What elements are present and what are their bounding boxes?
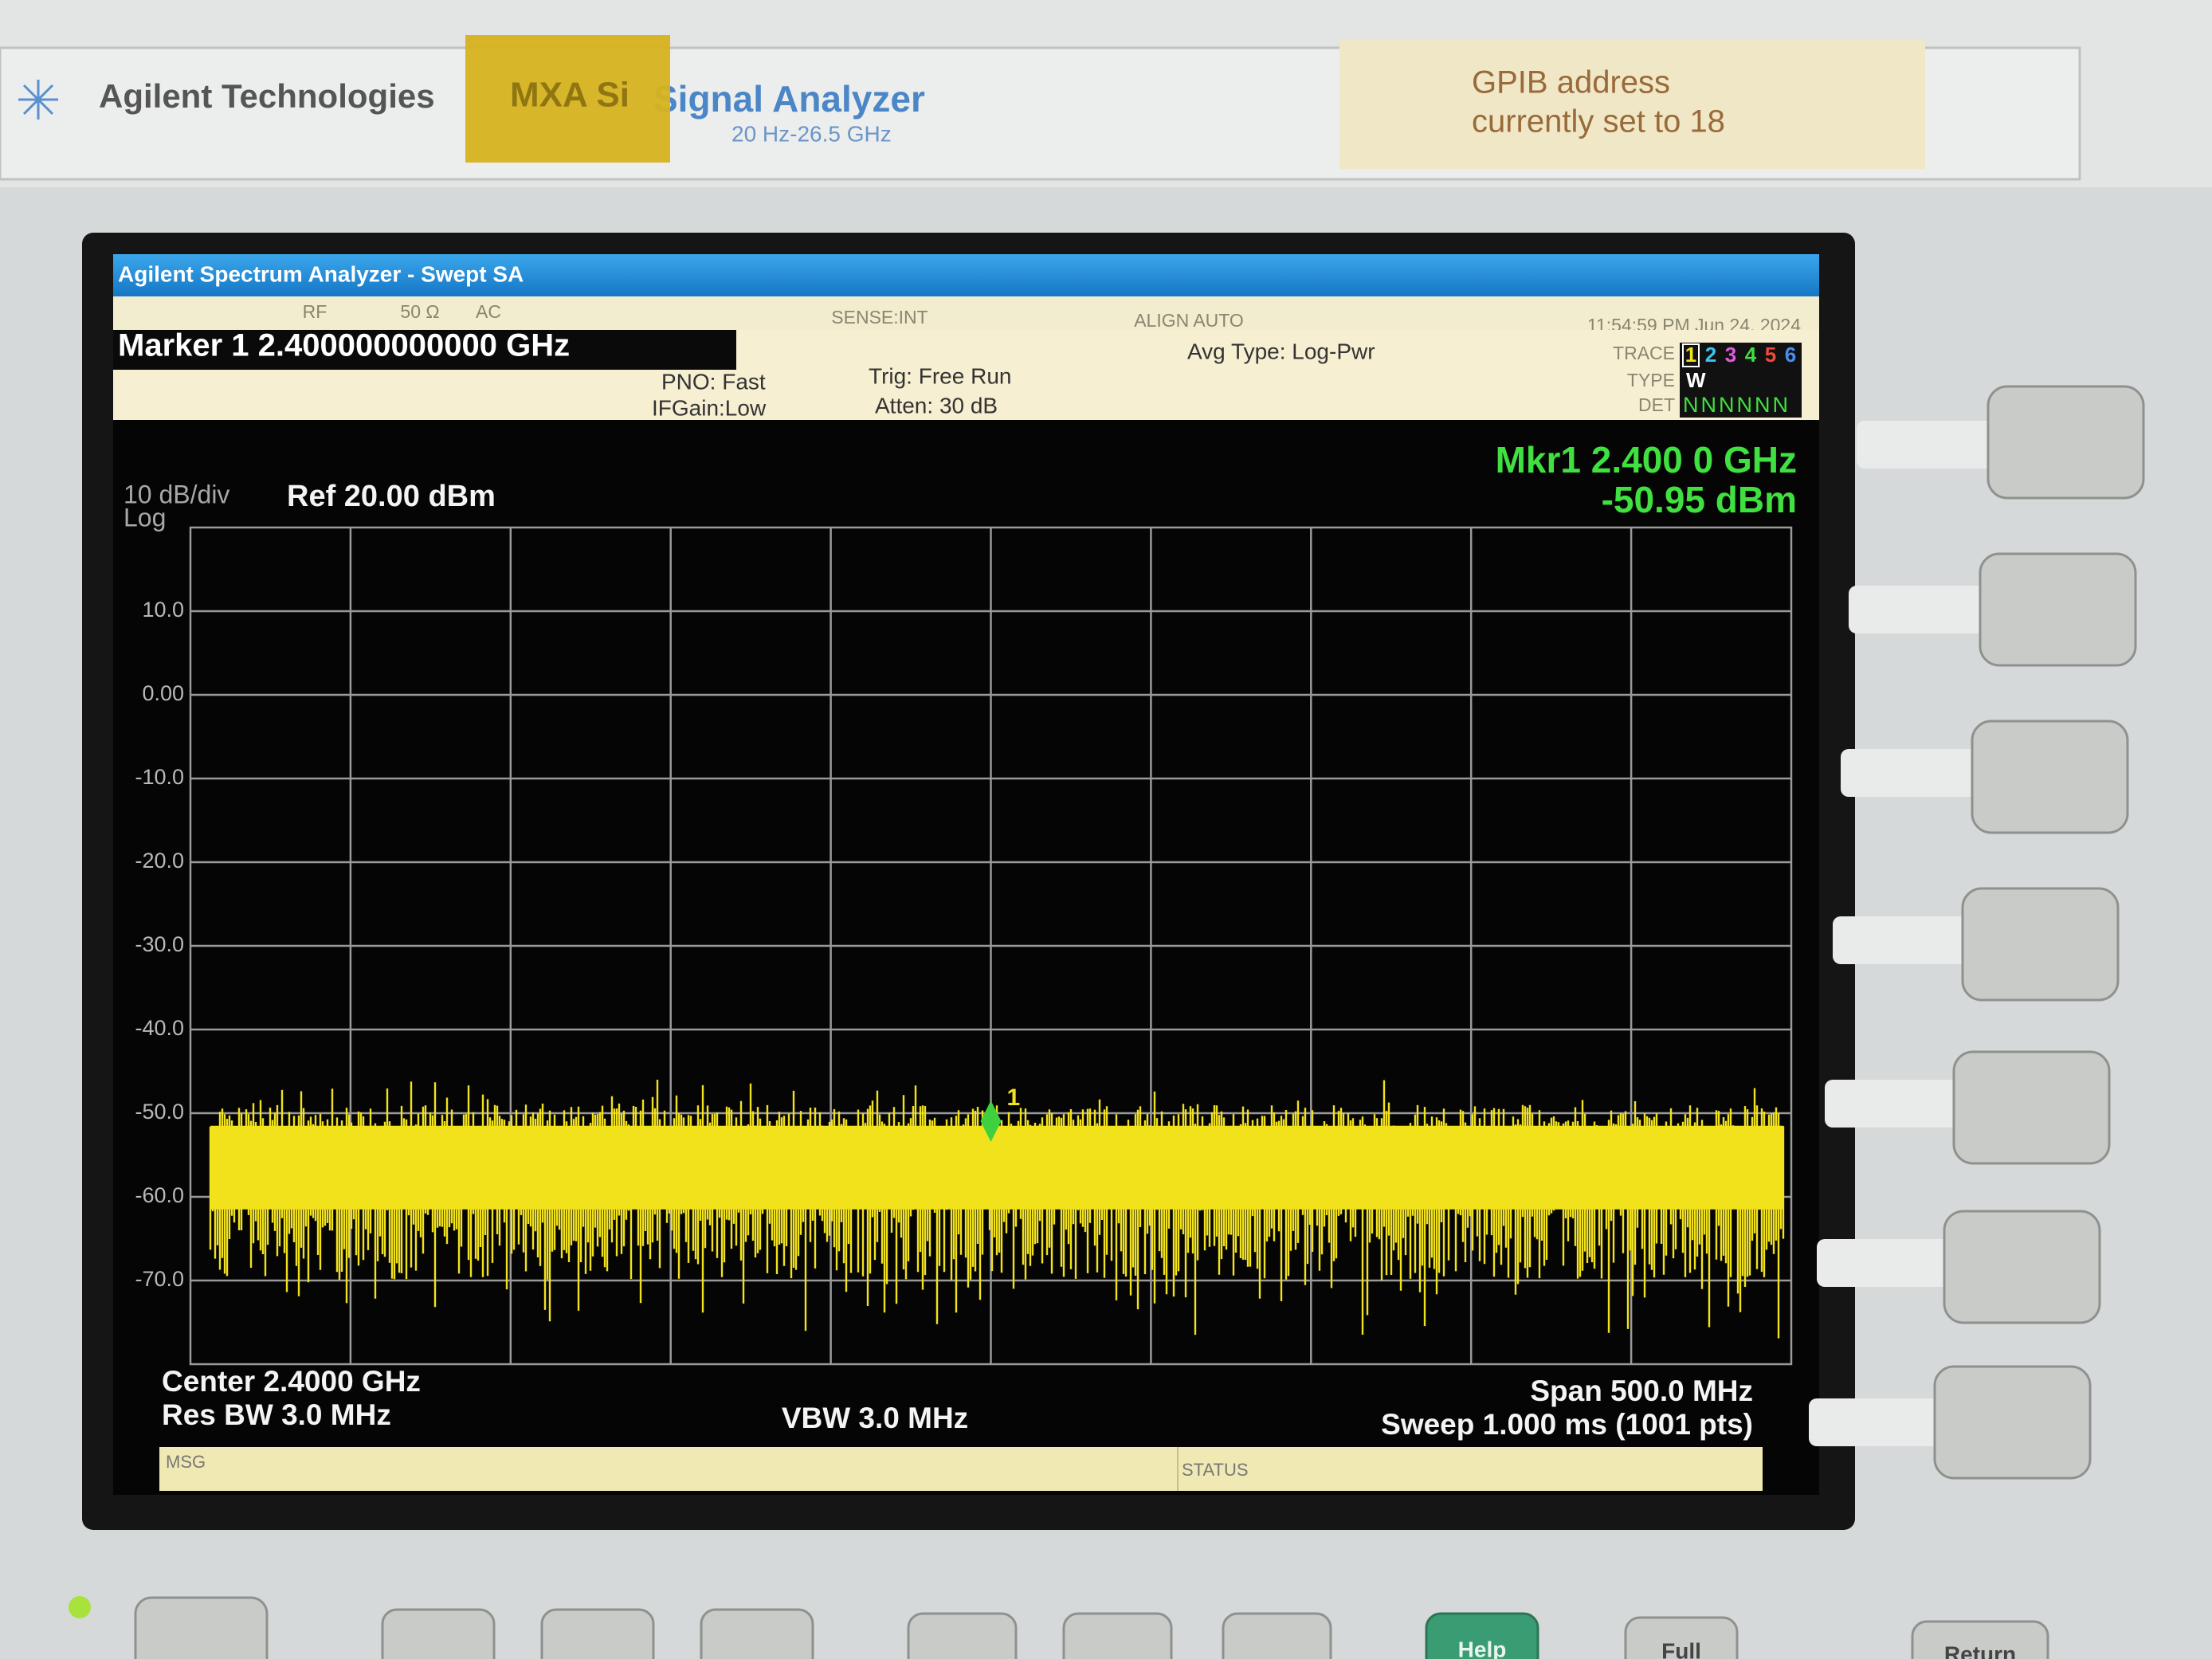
softkey-ledge (1825, 1080, 1968, 1128)
y-tick-label: 0.00 (142, 681, 184, 705)
y-tick-label: -10.0 (135, 765, 184, 789)
trace-number: 2 (1705, 343, 1716, 367)
marker-amplitude: -50.95 dBm (1602, 479, 1797, 520)
key[interactable] (907, 1612, 1018, 1659)
trace-number: 3 (1725, 343, 1736, 367)
softkey-ledge (1841, 749, 1984, 797)
gpib-line: currently set to 18 (1472, 104, 1725, 139)
full-key[interactable] (1624, 1616, 1739, 1659)
y-tick-label: -30.0 (135, 932, 184, 956)
y-tick-label: -70.0 (135, 1267, 184, 1291)
gpib-line: GPIB address (1472, 65, 1670, 100)
sticker-text: MXA Si (510, 76, 629, 115)
softkey[interactable] (1943, 1210, 2101, 1324)
softkey-ledge (1817, 1239, 1960, 1287)
trig: Trig: Free Run (869, 363, 1011, 388)
softkey[interactable] (1961, 887, 2120, 1002)
type-label: TYPE (1627, 370, 1675, 390)
key[interactable] (1062, 1612, 1173, 1659)
tape-sticker (465, 35, 670, 163)
graticule: 10.0 0.00 -10.0 -20.0 -30.0 -40.0 -50.0 -60.0 -7… (135, 526, 1793, 1366)
softkey-ledge (1849, 586, 1992, 633)
trace-number: 6 (1785, 343, 1796, 367)
softkey[interactable] (1952, 1050, 2111, 1165)
key[interactable] (700, 1608, 814, 1659)
softkey[interactable] (1971, 720, 2129, 834)
power-key[interactable] (134, 1596, 269, 1659)
det-values: NNNNNN (1683, 393, 1790, 417)
display (113, 254, 1819, 1495)
softkey[interactable] (1986, 385, 2145, 500)
trace-number: 5 (1765, 343, 1776, 367)
status-label: STATUS (1182, 1460, 1249, 1480)
help-key[interactable] (1425, 1612, 1539, 1659)
status-row (113, 296, 1819, 330)
y-tick-label: -20.0 (135, 849, 184, 873)
reference-level: Ref 20.00 dBm (287, 480, 496, 513)
status-impedance: 50 Ω (400, 301, 439, 322)
y-tick-label: -50.0 (135, 1100, 184, 1124)
center-frequency: Center 2.4000 GHz (162, 1365, 421, 1398)
marker-box (113, 330, 736, 370)
softkey[interactable] (1979, 552, 2137, 667)
marker (980, 1100, 1002, 1142)
logo (18, 80, 58, 120)
gpib-sticker (1339, 40, 1925, 169)
brand: Agilent Technologies (99, 77, 435, 115)
msg-label: MSG (166, 1452, 206, 1472)
softkey-ledge (1833, 916, 1976, 964)
softkeys (1809, 385, 2145, 1480)
power-led (69, 1596, 91, 1618)
return-key[interactable] (1911, 1620, 2049, 1659)
softkey-ledge (1857, 421, 2000, 469)
key[interactable] (381, 1608, 496, 1659)
trace-block (1680, 343, 1802, 418)
span: Span 500.0 MHz (1530, 1375, 1753, 1407)
marker-frequency: Mkr1 2.400 0 GHz (1496, 439, 1797, 480)
trace-noise (209, 1080, 1785, 1339)
det-label: DET (1638, 394, 1675, 415)
pno: PNO: Fast (661, 369, 766, 394)
status-align: ALIGN AUTO (1134, 310, 1244, 331)
softkey[interactable] (1933, 1365, 2092, 1480)
avg-type: Avg Type: Log-Pwr (1187, 339, 1375, 363)
trace-number: 1 (1685, 343, 1696, 367)
video-bandwidth: VBW 3.0 MHz (782, 1402, 968, 1434)
title-bar (113, 254, 1819, 296)
scale: 10 dB/div (124, 480, 229, 508)
ifgain: IFGain:Low (652, 395, 767, 420)
scale-type: Log (124, 503, 166, 531)
model: Signal Analyzer (653, 78, 925, 120)
trace-label: TRACE (1613, 343, 1675, 363)
key[interactable] (1222, 1612, 1332, 1659)
return-label: Return (1944, 1641, 2016, 1659)
status-coupling: AC (476, 301, 501, 322)
y-tick-label: 10.0 (142, 598, 184, 622)
freq-range: 20 Hz-26.5 GHz (731, 121, 892, 146)
active-trace-box (1682, 343, 1700, 367)
marker-number: 1 (1007, 1084, 1021, 1111)
message-bar (159, 1447, 1763, 1491)
y-tick-label: -60.0 (135, 1183, 184, 1207)
type-value: W (1686, 368, 1706, 392)
window-title: Agilent Spectrum Analyzer - Swept SA (118, 261, 524, 286)
resolution-bandwidth: Res BW 3.0 MHz (162, 1398, 391, 1431)
full-label: Full (1661, 1638, 1701, 1659)
softkey-ledge (1809, 1398, 1952, 1446)
trace-number: 4 (1745, 343, 1757, 367)
status-rf: RF (303, 301, 327, 322)
atten: Atten: 30 dB (875, 393, 998, 418)
help-label: Help (1458, 1637, 1507, 1659)
sweep: Sweep 1.000 ms (1001 pts) (1381, 1408, 1753, 1441)
marker-label: Marker 1 2.400000000000 GHz (118, 328, 570, 363)
status-sense: SENSE:INT (831, 307, 928, 327)
front-keys (134, 1596, 2049, 1659)
y-tick-label: -40.0 (135, 1016, 184, 1040)
key[interactable] (540, 1608, 655, 1659)
